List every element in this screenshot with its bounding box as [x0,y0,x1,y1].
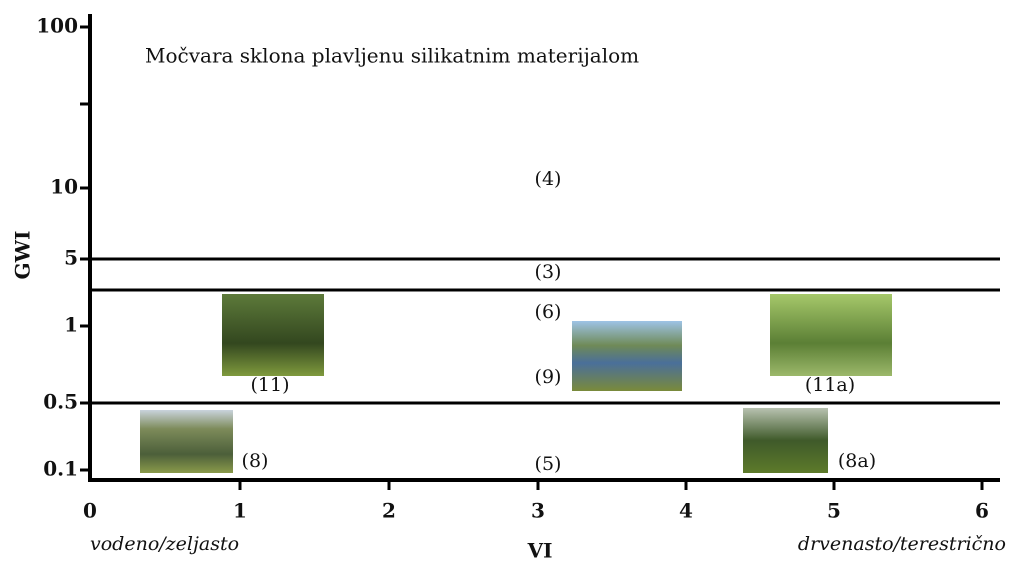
region-label: (8a) [838,450,876,472]
x-tick-label: 4 [679,499,693,523]
title: Močvara sklona plavljenu silikatnim mate… [145,44,639,68]
region-label: (9) [535,366,562,388]
photo [770,294,892,376]
photo [222,294,324,376]
photo [572,321,682,391]
x-tick-label: 0 [83,499,97,523]
x-axis-label: VI [527,539,553,563]
region-label: (6) [535,301,562,323]
x-left-label: vodeno/zeljasto [90,533,239,555]
region-label: (11) [250,374,289,396]
x-right-label: drvenasto/terestrično [798,533,1006,555]
region-label: (11a) [805,374,855,396]
x-tick-label: 6 [975,499,989,523]
y-tick-label: 5 [64,246,78,270]
y-tick-label: 100 [36,14,78,38]
x-tick-label: 2 [382,499,396,523]
y-axis-label: GWI [11,231,35,280]
x-tick-label: 5 [827,499,841,523]
x-tick-label: 3 [531,499,545,523]
photo [743,408,828,473]
x-tick-label: 1 [233,499,247,523]
y-tick-label: 0.1 [43,457,78,481]
y-tick-label: 1 [64,313,78,337]
y-tick-label: 0.5 [43,390,78,414]
photo [140,410,233,473]
region-label: (4) [535,168,562,190]
y-tick-label: 10 [50,175,78,199]
region-label: (3) [535,261,562,283]
region-label: (5) [535,453,562,475]
region-label: (8) [242,450,269,472]
